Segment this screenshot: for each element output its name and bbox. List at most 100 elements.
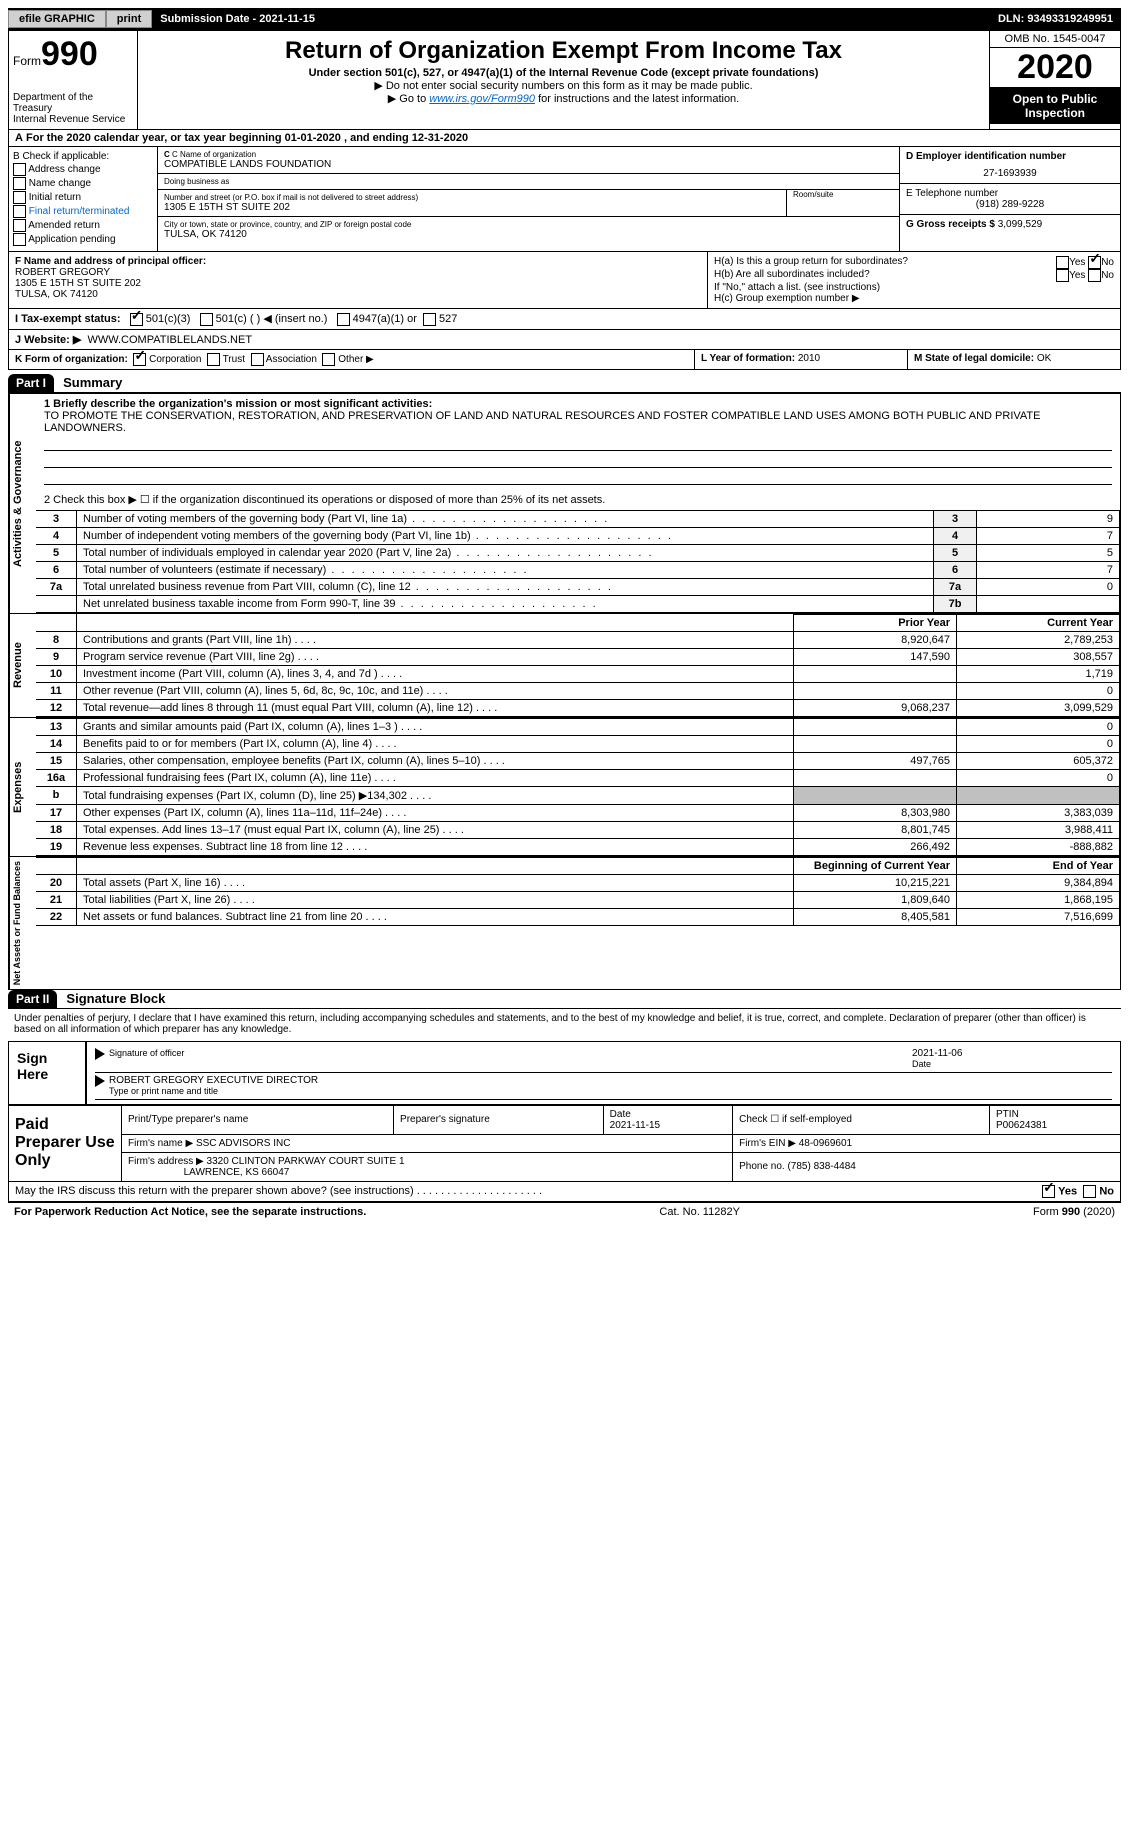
header-right: OMB No. 1545-0047 2020 Open to Public In… [989,31,1120,129]
cb-discuss-no[interactable] [1083,1185,1096,1198]
prep-sig-label: Preparer's signature [394,1105,604,1134]
firm-name-label: Firm's name ▶ [128,1138,193,1149]
table-row: 15Salaries, other compensation, employee… [36,752,1120,769]
mission-label: 1 Briefly describe the organization's mi… [44,398,432,410]
section-exp: Expenses 13Grants and similar amounts pa… [8,718,1121,857]
firm-name: SSC ADVISORS INC [196,1138,290,1149]
table-row: 3Number of voting members of the governi… [36,510,1120,527]
paid-prep-label: Paid Preparer Use Only [9,1105,122,1181]
table-row: 11Other revenue (Part VIII, column (A), … [36,682,1120,699]
box-h: H(a) Is this a group return for subordin… [708,252,1120,308]
part1-title: Summary [57,375,122,390]
part2-header: Part II Signature Block [8,990,1121,1009]
tax-status-label: I Tax-exempt status: [15,313,121,325]
table-row: 20Total assets (Part X, line 16) . . . .… [36,874,1120,891]
table-row: 7aTotal unrelated business revenue from … [36,578,1120,595]
table-row: 6Total number of volunteers (estimate if… [36,561,1120,578]
street-address: 1305 E 15TH ST SUITE 202 [164,202,780,213]
hb-note: If "No," attach a list. (see instruction… [714,282,1114,293]
pra-notice: For Paperwork Reduction Act Notice, see … [14,1206,366,1218]
hdr-end: End of Year [957,857,1120,874]
table-row: 4Number of independent voting members of… [36,527,1120,544]
officer-label: F Name and address of principal officer: [15,256,206,267]
table-row: 9Program service revenue (Part VIII, lin… [36,648,1120,665]
type-name-label: Type or print name and title [109,1086,218,1096]
box-b-label: B Check if applicable: [13,151,153,162]
hc-label: H(c) Group exemption number ▶ [714,293,1114,304]
part2-title: Signature Block [60,991,165,1006]
cb-discuss-yes[interactable] [1042,1185,1055,1198]
cb-assoc[interactable] [251,353,264,366]
sub-date-label: Submission Date - [160,13,259,25]
table-row: 18Total expenses. Add lines 13–17 (must … [36,821,1120,838]
tax-year: 2020 [990,48,1120,88]
table-row: 22Net assets or fund balances. Subtract … [36,908,1120,925]
cb-address-change[interactable]: Address change [13,163,153,176]
city-state-zip: TULSA, OK 74120 [164,229,893,240]
firm-addr2: LAWRENCE, KS 66047 [184,1167,290,1178]
cb-4947[interactable] [337,313,350,326]
firm-ein-label: Firm's EIN ▶ [739,1138,796,1149]
form-header: Form990 Department of the Treasury Inter… [8,30,1121,130]
info-grid: B Check if applicable: Address change Na… [8,147,1121,252]
efile-button[interactable]: efile GRAPHIC [8,10,106,28]
cb-527[interactable] [423,313,436,326]
table-row: 14Benefits paid to or for members (Part … [36,735,1120,752]
cb-initial-return[interactable]: Initial return [13,191,153,204]
line2-text: 2 Check this box ▶ ☐ if the organization… [36,489,1120,510]
signature-block: Sign Here Signature of officer 2021-11-0… [8,1041,1121,1105]
arrow-icon [95,1075,105,1087]
form-label: Form [13,54,41,68]
ptin-value: P00624381 [996,1120,1047,1131]
rev-table: Prior Year Current Year 8Contributions a… [36,614,1120,717]
top-bar: efile GRAPHIC print Submission Date - 20… [8,8,1121,30]
header-left: Form990 Department of the Treasury Inter… [9,31,138,129]
website-url: WWW.COMPATIBLELANDS.NET [87,334,252,346]
cb-501c[interactable] [200,313,213,326]
section-rev: Revenue Prior Year Current Year 8Contrib… [8,614,1121,718]
self-employed-check[interactable]: Check ☐ if self-employed [733,1105,990,1134]
ha-label: H(a) Is this a group return for subordin… [714,256,908,269]
table-row: 17Other expenses (Part IX, column (A), l… [36,804,1120,821]
date-label: Date [912,1059,931,1069]
cb-corp[interactable] [133,353,146,366]
cb-final-return[interactable]: Final return/terminated [13,205,153,218]
table-row: 21Total liabilities (Part X, line 26) . … [36,891,1120,908]
arrow-icon [95,1048,105,1060]
firm-ein: 48-0969601 [799,1138,852,1149]
ptin-label: PTIN [996,1109,1019,1120]
print-button[interactable]: print [106,10,152,28]
row-i: I Tax-exempt status: 501(c)(3) 501(c) ( … [8,309,1121,330]
cb-name-change[interactable]: Name change [13,177,153,190]
row-f-h: F Name and address of principal officer:… [8,252,1121,309]
part2-tag: Part II [8,990,57,1008]
form-number-big: 990 [41,35,98,73]
cb-amended[interactable]: Amended return [13,219,153,232]
omb-number: OMB No. 1545-0047 [990,31,1120,48]
addr-label: Number and street (or P.O. box if mail i… [164,193,780,202]
row-j: J Website: ▶ WWW.COMPATIBLELANDS.NET [8,330,1121,350]
irs-link[interactable]: www.irs.gov/Form990 [429,93,535,105]
row-klm: K Form of organization: Corporation Trus… [8,350,1121,370]
footer: For Paperwork Reduction Act Notice, see … [8,1202,1121,1221]
vtab-rev: Revenue [9,614,36,717]
header-title-block: Return of Organization Exempt From Incom… [138,31,989,129]
table-row: 10Investment income (Part VIII, column (… [36,665,1120,682]
form-title: Return of Organization Exempt From Incom… [146,37,981,65]
table-row: Net unrelated business taxable income fr… [36,595,1120,612]
discuss-text: May the IRS discuss this return with the… [15,1185,414,1197]
cb-501c3[interactable] [130,313,143,326]
officer-addr2: TULSA, OK 74120 [15,289,98,300]
cb-app-pending[interactable]: Application pending [13,233,153,246]
form-subtitle: Under section 501(c), 527, or 4947(a)(1)… [146,67,981,79]
ag-table: 3Number of voting members of the governi… [36,510,1120,613]
table-row: 13Grants and similar amounts paid (Part … [36,718,1120,735]
table-row: 19Revenue less expenses. Subtract line 1… [36,838,1120,855]
na-table: Beginning of Current Year End of Year 20… [36,857,1120,926]
exp-table: 13Grants and similar amounts paid (Part … [36,718,1120,856]
cb-trust[interactable] [207,353,220,366]
org-name-label: C Name of organization [172,150,256,159]
cb-other[interactable] [322,353,335,366]
table-row: 5Total number of individuals employed in… [36,544,1120,561]
firm-addr-label: Firm's address ▶ [128,1156,204,1167]
